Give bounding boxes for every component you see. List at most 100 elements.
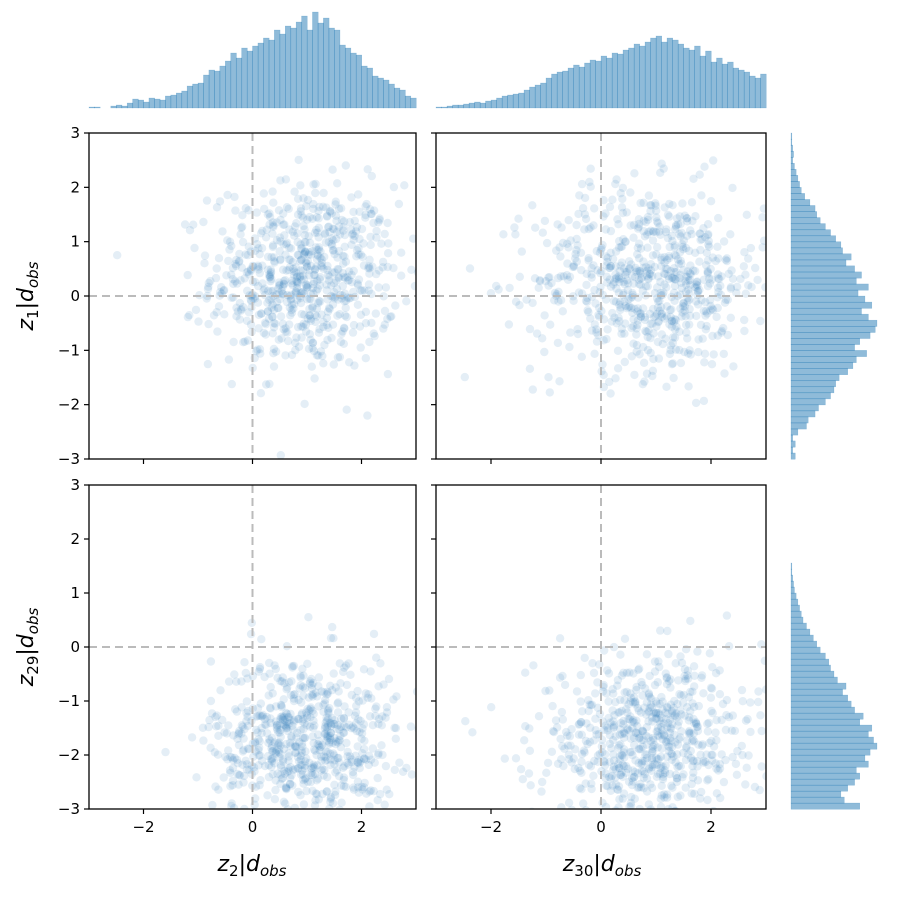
scatter-point <box>538 334 547 343</box>
scatter-point <box>666 345 675 355</box>
scatter-point <box>279 712 289 722</box>
x-axis-label-col1: z30|dobs <box>562 852 642 880</box>
scatter-point <box>277 677 287 686</box>
scatter-point <box>608 781 617 790</box>
scatter-point <box>232 677 241 686</box>
scatter-point <box>267 757 277 766</box>
scatter-point <box>716 281 725 290</box>
scatter-point <box>383 249 393 258</box>
scatter-point <box>263 751 273 761</box>
scatter-point <box>671 659 680 668</box>
scatter-point <box>626 798 636 808</box>
scatter-point <box>314 351 323 360</box>
scatter-point <box>726 313 735 322</box>
hist-bar <box>790 169 797 176</box>
scatter-point <box>667 316 677 325</box>
scatter-point <box>692 283 701 292</box>
scatter-point <box>577 768 586 777</box>
scatter-point <box>760 656 766 665</box>
scatter-point <box>779 283 787 291</box>
scatter-point <box>680 830 688 838</box>
hist-bar <box>496 97 503 109</box>
scatter-point <box>328 246 338 255</box>
scatter-point <box>670 315 679 324</box>
scatter-point <box>227 799 236 808</box>
scatter-point <box>185 311 194 320</box>
hist-bar <box>556 71 564 109</box>
scatter-point <box>282 784 291 793</box>
scatter-point <box>347 755 356 764</box>
scatter-point <box>621 768 631 777</box>
scatter-point <box>361 689 370 698</box>
scatter-point <box>601 209 610 218</box>
scatter-point <box>656 802 666 809</box>
scatter-point <box>603 325 612 334</box>
scatter-point <box>332 766 342 775</box>
x-axis-label-col0: z2|dobs <box>216 852 286 880</box>
scatter-point <box>577 352 586 361</box>
scatter-point <box>618 794 627 803</box>
scatter-point <box>293 278 302 287</box>
scatter-point <box>253 728 262 737</box>
scatter-point <box>287 770 296 780</box>
scatter-point <box>290 231 299 240</box>
y-tick-label: 2 <box>70 178 80 196</box>
scatter-point <box>342 312 351 322</box>
scatter-point <box>708 709 717 718</box>
scatter-point <box>268 187 277 196</box>
hist-bar <box>790 138 793 146</box>
scatter-point <box>357 729 367 738</box>
scatter-point <box>235 249 244 259</box>
scatter-point <box>352 222 362 232</box>
scatter-point <box>679 266 688 275</box>
scatter-point <box>654 769 663 779</box>
scatter-point <box>245 765 254 774</box>
scatter-point <box>314 206 323 215</box>
scatter-point <box>282 685 291 694</box>
scatter-point <box>361 354 370 363</box>
scatter-point <box>706 306 715 315</box>
scatter-point <box>237 306 246 315</box>
scatter-point <box>728 274 738 283</box>
scatter-point <box>629 322 638 331</box>
scatter-point <box>383 262 392 272</box>
scatter-point <box>697 234 706 244</box>
scatter-point <box>744 751 753 760</box>
scatter-point <box>576 718 586 727</box>
scatter-point <box>326 735 335 745</box>
scatter-point <box>657 309 666 318</box>
scatter-point <box>609 280 618 289</box>
scatter-point <box>609 717 618 726</box>
scatter-point <box>312 750 321 760</box>
hist-bar <box>154 98 161 109</box>
scatter-point <box>633 307 642 316</box>
scatter-point <box>297 748 307 757</box>
scatter-point <box>332 840 340 848</box>
scatter-point <box>348 230 357 239</box>
scatter-point <box>719 349 728 359</box>
scatter-point <box>276 763 286 772</box>
scatter-point <box>563 741 573 750</box>
scatter-point <box>340 762 349 771</box>
scatter-point <box>569 261 578 270</box>
scatter-point <box>644 689 654 698</box>
scatter-point <box>696 235 705 245</box>
scatter-point <box>439 211 447 219</box>
scatter-point <box>364 280 374 289</box>
scatter-point <box>487 703 496 712</box>
scatter-point <box>629 697 638 707</box>
scatter-point <box>296 288 305 297</box>
scatter-point <box>264 772 274 782</box>
scatter-point <box>264 844 272 852</box>
scatter-point <box>616 303 625 312</box>
scatter-point <box>328 292 337 301</box>
scatter-point <box>305 304 314 314</box>
scatter-point <box>633 304 642 313</box>
scatter-point <box>672 214 682 223</box>
scatter-point <box>367 318 376 328</box>
scatter-point <box>228 763 238 773</box>
scatter-point <box>665 212 674 221</box>
scatter-point <box>352 246 362 255</box>
scatter-point <box>644 708 653 717</box>
scatter-point <box>689 662 699 671</box>
